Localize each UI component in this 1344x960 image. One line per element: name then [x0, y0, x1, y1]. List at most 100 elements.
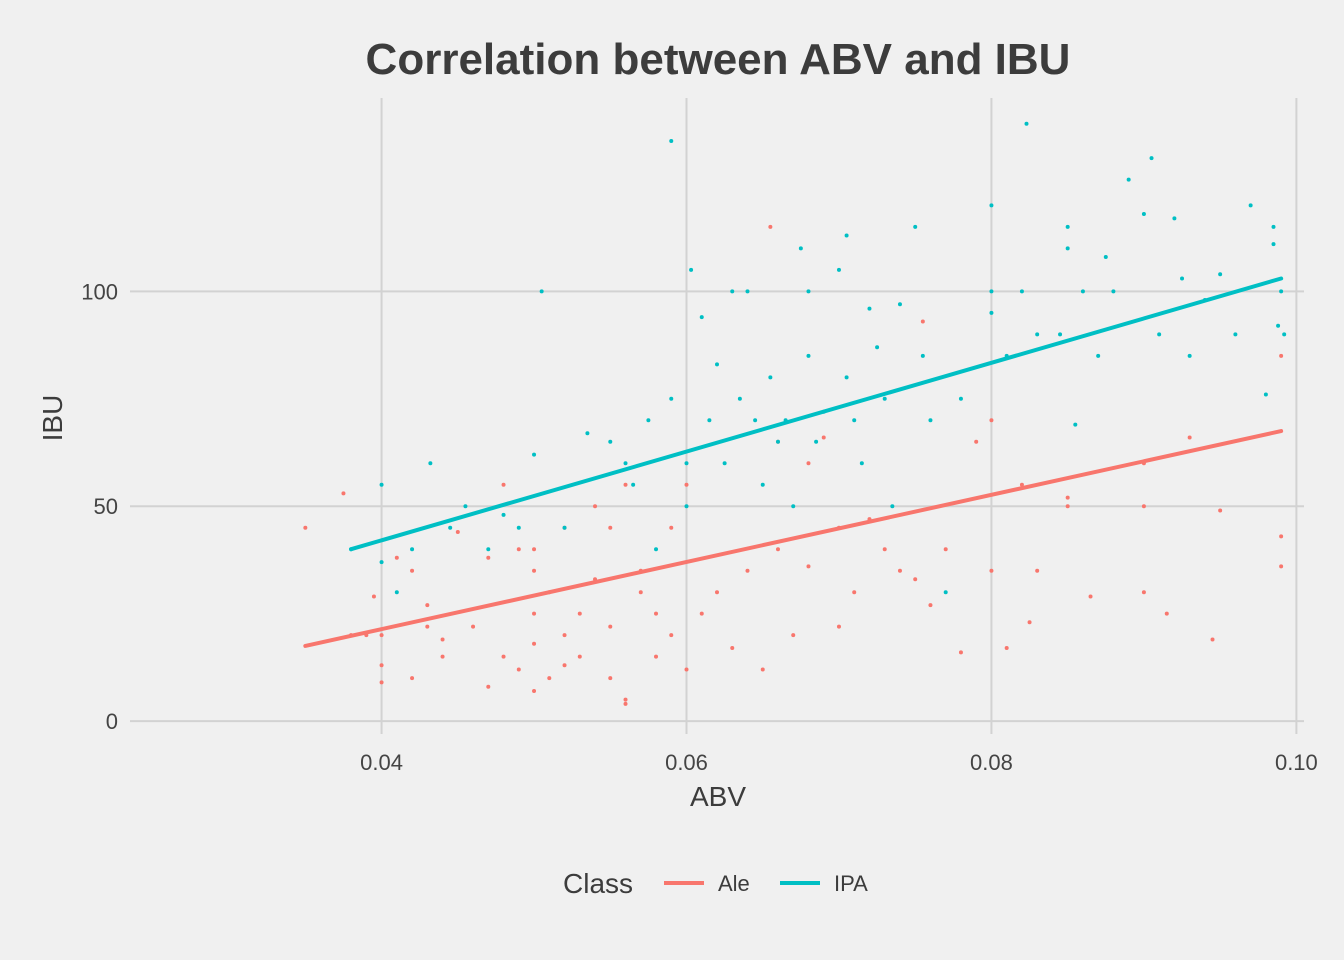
point-ipa	[913, 224, 918, 229]
point-ipa	[646, 418, 651, 423]
point-ale	[516, 667, 521, 672]
point-ipa	[1111, 289, 1116, 294]
point-ale	[1019, 482, 1024, 487]
point-ipa	[844, 233, 849, 238]
point-ale	[1065, 504, 1070, 509]
point-ale	[638, 590, 643, 595]
point-ale	[989, 568, 994, 573]
point-ale	[943, 547, 948, 552]
point-ale	[654, 611, 659, 616]
point-ipa	[516, 525, 521, 530]
point-ipa	[867, 306, 872, 311]
point-ale	[882, 547, 887, 552]
point-ipa	[1149, 156, 1154, 161]
point-ale	[1141, 590, 1146, 595]
point-ipa	[852, 418, 857, 423]
point-ale	[425, 603, 430, 608]
point-ale	[532, 641, 537, 646]
point-ale	[1210, 637, 1215, 642]
point-ipa	[394, 590, 399, 595]
point-ale	[669, 525, 674, 530]
point-ale	[1187, 435, 1192, 440]
point-ale	[486, 555, 491, 560]
point-ale	[562, 663, 567, 668]
point-ipa	[684, 461, 689, 466]
point-ipa	[1279, 289, 1284, 294]
point-ale	[760, 667, 765, 672]
point-ale	[608, 525, 613, 530]
point-ipa	[379, 560, 384, 565]
point-ipa	[1271, 242, 1276, 247]
point-ipa	[1172, 216, 1177, 221]
point-ipa	[768, 375, 773, 380]
point-ale	[654, 654, 659, 659]
point-ale	[684, 667, 689, 672]
point-ipa	[890, 504, 895, 509]
point-ale	[623, 697, 628, 702]
point-ipa	[791, 504, 796, 509]
point-ipa	[859, 461, 864, 466]
point-ale	[1279, 534, 1284, 539]
legend-label-ale: Ale	[718, 871, 750, 896]
point-ale	[440, 637, 445, 642]
point-ipa	[989, 289, 994, 294]
point-ale	[1279, 564, 1284, 569]
x-tick-label: 0.06	[665, 750, 708, 775]
point-ipa	[379, 482, 384, 487]
point-ale	[455, 530, 460, 535]
point-ipa	[943, 590, 948, 595]
point-ale	[920, 319, 925, 324]
point-ipa	[798, 246, 803, 251]
point-ipa	[1065, 246, 1070, 251]
point-ale	[1279, 353, 1284, 358]
point-ipa	[585, 431, 590, 436]
point-ale	[989, 418, 994, 423]
point-ale	[471, 624, 476, 629]
point-ale	[341, 491, 346, 496]
point-ale	[974, 439, 979, 444]
point-ale	[1088, 594, 1093, 599]
point-ipa	[1103, 255, 1108, 259]
point-ipa	[532, 452, 537, 457]
point-ale	[1218, 508, 1223, 513]
point-ipa	[1080, 289, 1085, 294]
point-ipa	[1233, 332, 1238, 337]
point-ipa	[760, 482, 765, 487]
point-ipa	[684, 504, 689, 509]
point-ale	[775, 547, 780, 552]
point-ipa	[1276, 323, 1281, 328]
point-ale	[928, 603, 933, 608]
point-ale	[440, 654, 445, 659]
x-axis-title: ABV	[690, 781, 746, 812]
point-ale	[371, 594, 376, 599]
point-ale	[547, 676, 552, 681]
point-ale	[806, 564, 811, 569]
trend-line-ipa	[349, 276, 1284, 552]
point-ale	[1164, 611, 1169, 616]
point-ipa	[1187, 353, 1192, 358]
trend-lines	[303, 276, 1284, 648]
point-ipa	[669, 138, 674, 143]
point-ipa	[1035, 332, 1040, 337]
point-ale	[791, 633, 796, 638]
point-ale	[562, 633, 567, 638]
y-tick-label: 50	[94, 494, 118, 519]
point-ipa	[1058, 332, 1063, 337]
point-ipa	[1248, 203, 1253, 208]
point-ale	[1004, 646, 1009, 651]
point-ipa	[669, 396, 674, 401]
point-ale	[379, 633, 384, 638]
point-ipa	[1180, 276, 1185, 281]
point-ipa	[1024, 121, 1029, 126]
point-ipa	[920, 353, 925, 358]
point-ale	[699, 611, 704, 616]
point-ipa	[428, 461, 433, 466]
point-ale	[913, 577, 918, 582]
point-ale	[1035, 568, 1040, 573]
point-ale	[669, 633, 674, 638]
point-ipa	[562, 525, 567, 530]
point-ipa	[699, 315, 704, 320]
point-ipa	[753, 418, 758, 423]
point-ipa	[1141, 212, 1146, 217]
